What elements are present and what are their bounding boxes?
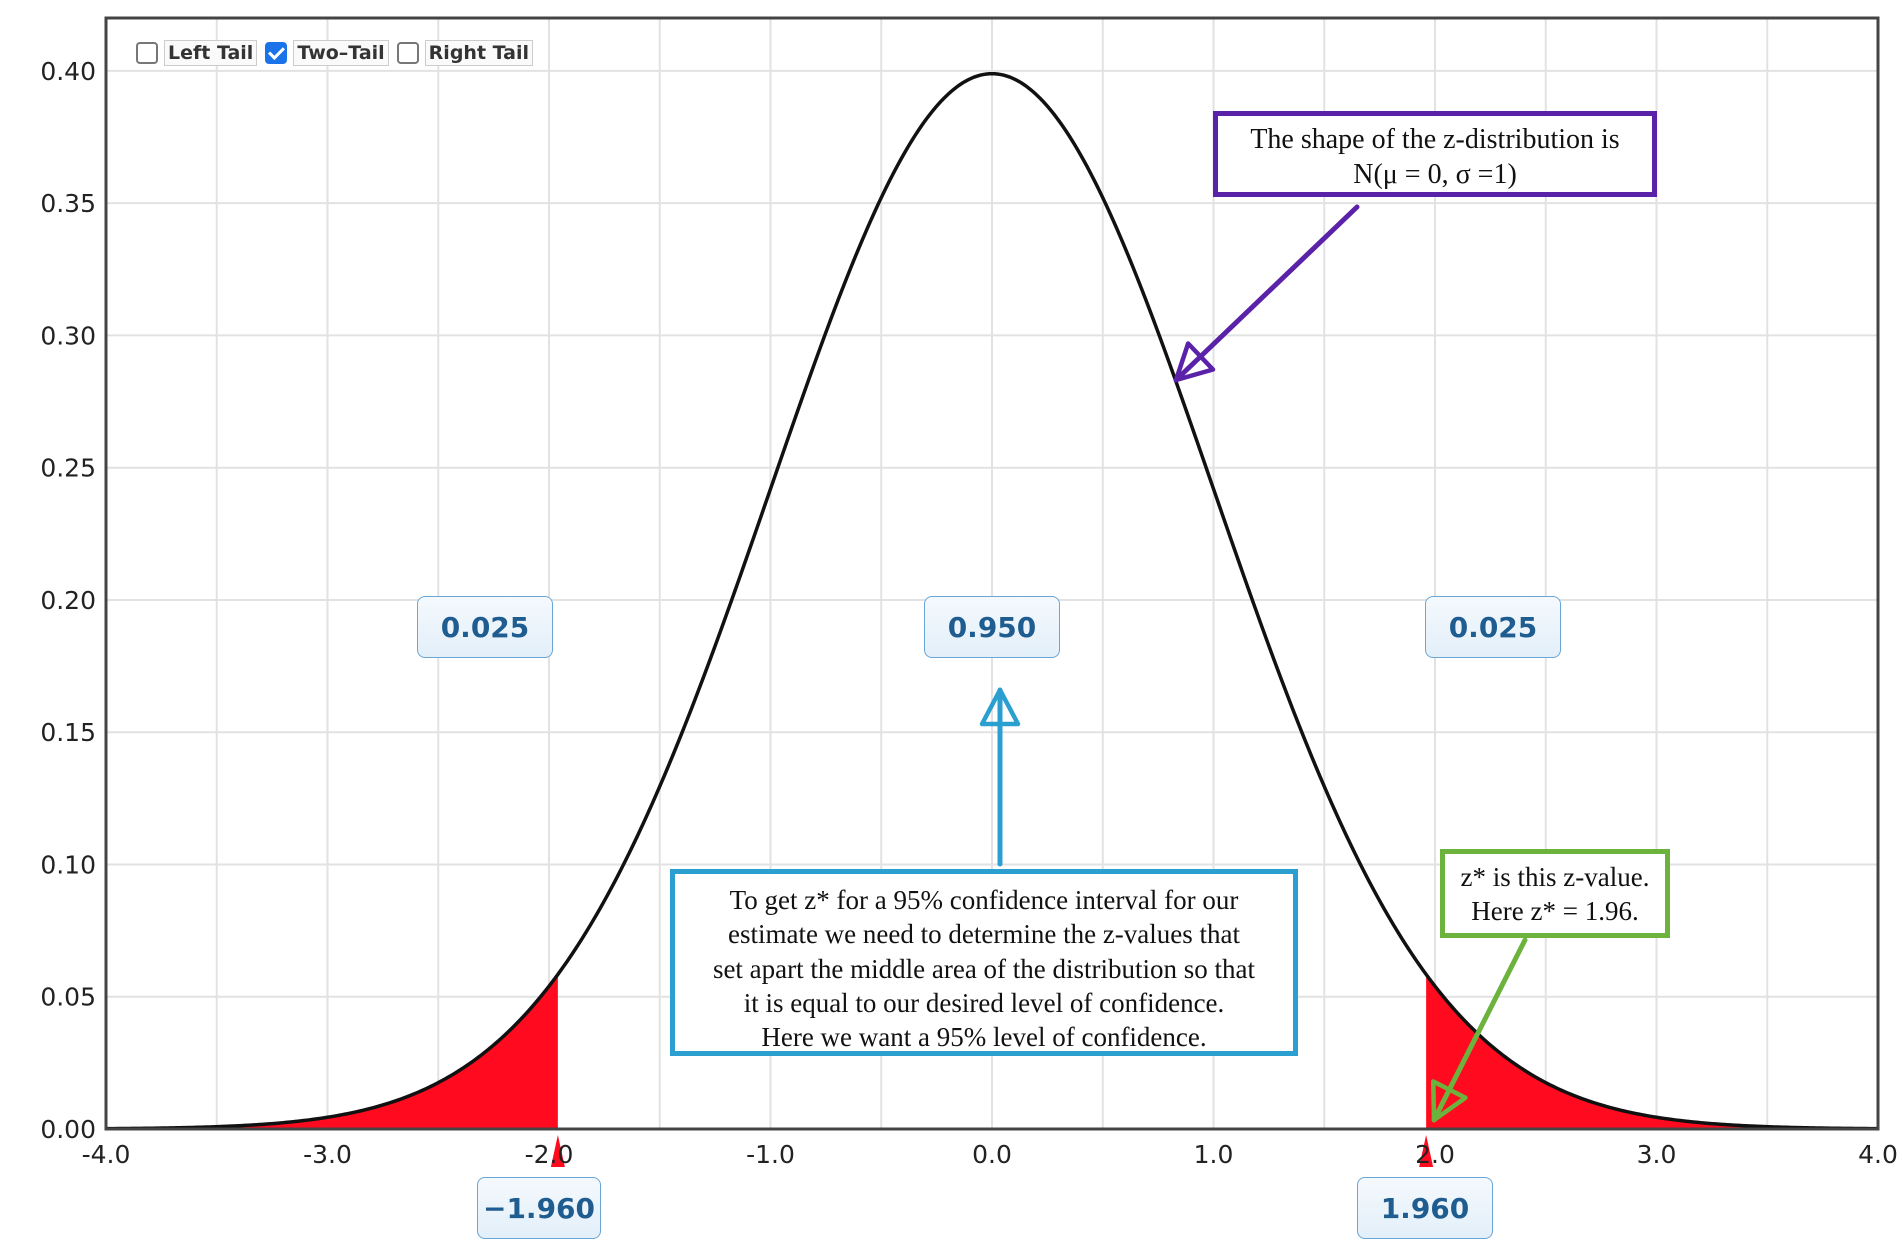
left-tail-area-label: 0.025 bbox=[417, 596, 553, 658]
shape-note-arrow-shaft bbox=[1173, 204, 1360, 383]
right-tail-region bbox=[1426, 974, 1878, 1129]
shape-note: The shape of the z-distribution is N(μ =… bbox=[1213, 111, 1657, 197]
confidence-note-line-5: Here we want a 95% level of confidence. bbox=[761, 1022, 1207, 1053]
y-tick-label: 0.05 bbox=[40, 983, 96, 1012]
left-tail-region bbox=[106, 974, 558, 1129]
plot-frame bbox=[104, 16, 1880, 1131]
y-tick-label: 0.00 bbox=[40, 1115, 96, 1144]
confidence-note-line-4: it is equal to our desired level of conf… bbox=[743, 987, 1225, 1018]
left-tail-label[interactable]: Left Tail bbox=[164, 40, 258, 66]
shape-note-line-1: The shape of the z-distribution is bbox=[1250, 124, 1620, 155]
x-tick-label: -3.0 bbox=[303, 1140, 352, 1169]
y-tick-label: 0.40 bbox=[40, 57, 96, 86]
x-tick-label: 1.0 bbox=[1194, 1140, 1234, 1169]
shape-note-line-2: N(μ = 0, σ =1) bbox=[1353, 159, 1517, 190]
lower-critical-value-label: −1.960 bbox=[477, 1177, 601, 1239]
x-tick-label: 4.0 bbox=[1858, 1140, 1898, 1169]
y-tick-label: 0.15 bbox=[40, 718, 96, 747]
zstar-note: z* is this z-value. Here z* = 1.96. bbox=[1440, 849, 1670, 938]
shape-note-arrow-head bbox=[1173, 341, 1216, 383]
two-tail-option[interactable]: Two–Tail bbox=[265, 40, 389, 66]
two-tail-label[interactable]: Two–Tail bbox=[293, 40, 389, 66]
left-tail-option[interactable]: Left Tail bbox=[136, 40, 258, 66]
zstar-note-line-1: z* is this z-value. bbox=[1460, 862, 1650, 892]
confidence-note-line-1: To get z* for a 95% confidence interval … bbox=[729, 885, 1239, 915]
y-axis-ticks: 0.00 0.05 0.10 0.15 0.20 0.25 0.30 0.35 0.40 bbox=[40, 57, 96, 1144]
x-axis-ticks: -4.0 -3.0 -2.0 -1.0 0.0 1.0 2.0 3.0 4.0 bbox=[82, 1140, 1898, 1169]
density-curve bbox=[105, 71, 1879, 1131]
annotation-arrows bbox=[979, 204, 1528, 1123]
right-tail-label[interactable]: Right Tail bbox=[424, 40, 533, 66]
plot-border bbox=[104, 16, 1880, 1131]
y-tick-label: 0.25 bbox=[40, 454, 96, 483]
two-tail-checkbox[interactable] bbox=[265, 42, 288, 64]
upper-critical-value-label: 1.960 bbox=[1357, 1177, 1493, 1239]
right-tail-option[interactable]: Right Tail bbox=[396, 40, 533, 66]
x-tick-label: 2.0 bbox=[1415, 1140, 1455, 1169]
confidence-note-line-3: set apart the middle area of the distrib… bbox=[712, 953, 1256, 984]
x-tick-label: 0.0 bbox=[972, 1140, 1012, 1169]
middle-area-label: 0.950 bbox=[924, 596, 1060, 658]
lower-critical-marker bbox=[550, 1135, 565, 1167]
zstar-note-arrow-head bbox=[1431, 1079, 1468, 1123]
upper-critical-marker bbox=[1419, 1135, 1434, 1167]
tail-areas bbox=[106, 974, 1878, 1167]
density-curve-group bbox=[105, 71, 1879, 1131]
x-tick-label: -4.0 bbox=[82, 1140, 131, 1169]
x-tick-label: -1.0 bbox=[746, 1140, 795, 1169]
x-tick-label: -2.0 bbox=[525, 1140, 574, 1169]
y-tick-label: 0.20 bbox=[40, 586, 96, 615]
x-tick-label: 3.0 bbox=[1637, 1140, 1677, 1169]
y-tick-label: 0.30 bbox=[40, 321, 96, 350]
right-tail-area-label: 0.025 bbox=[1425, 596, 1561, 658]
confidence-note: To get z* for a 95% confidence interval … bbox=[670, 869, 1298, 1056]
y-tick-label: 0.10 bbox=[40, 850, 96, 879]
left-tail-checkbox[interactable] bbox=[136, 42, 158, 64]
confidence-note-line-2: estimate we need to determine the z-valu… bbox=[727, 919, 1241, 950]
right-tail-checkbox[interactable] bbox=[396, 42, 419, 64]
confidence-note-arrow-head bbox=[979, 687, 1021, 727]
zstar-note-line-2: Here z* = 1.96. bbox=[1471, 895, 1639, 926]
y-tick-label: 0.35 bbox=[40, 189, 96, 218]
tail-controls: Left Tail Two–Tail Right Tail bbox=[136, 40, 533, 66]
